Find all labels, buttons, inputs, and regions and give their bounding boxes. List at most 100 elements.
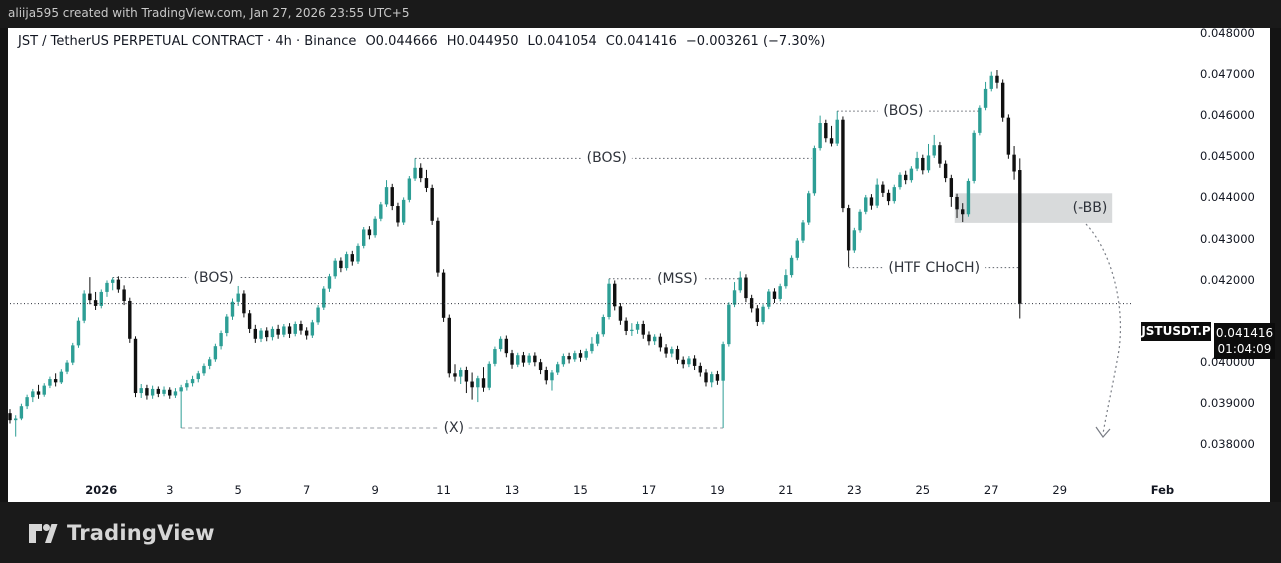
candle (658, 333, 663, 352)
candle (150, 385, 155, 399)
candle (407, 176, 412, 203)
candle (225, 314, 229, 337)
candle (767, 289, 771, 310)
candle (978, 105, 982, 136)
candle (282, 323, 286, 338)
candle (65, 360, 69, 375)
candle (122, 285, 126, 306)
candle (213, 343, 218, 362)
candle (162, 386, 166, 397)
candle (259, 328, 263, 343)
candle (704, 369, 708, 387)
candle (995, 69, 999, 89)
time-tick-label: 27 (983, 483, 999, 497)
candle (25, 394, 29, 410)
time-tick-label: 5 (234, 483, 242, 497)
time-tick-label: 25 (915, 483, 931, 497)
tradingview-logo-icon[interactable] (28, 519, 58, 547)
price-tick-label: 0.048000 (1200, 26, 1255, 40)
candle (749, 294, 754, 313)
candle (447, 314, 451, 378)
candle (710, 371, 714, 388)
candle (578, 349, 583, 362)
candle (630, 323, 634, 336)
candle (715, 370, 720, 385)
time-tick-label: 17 (641, 483, 657, 497)
breaker-block-box[interactable] (954, 193, 1113, 223)
price-tick-label: 0.039000 (1200, 395, 1255, 410)
candle (938, 141, 942, 168)
candle (110, 277, 115, 291)
annotation-label[interactable]: (HTF CHoCH) (883, 259, 986, 276)
tradingview-brand-text[interactable]: TradingView (67, 520, 215, 545)
candle (664, 344, 668, 358)
candle (316, 305, 320, 325)
candle (265, 327, 269, 342)
candle (961, 203, 965, 223)
candle (14, 415, 18, 437)
candle (453, 364, 457, 382)
candle (789, 255, 794, 278)
candle (755, 305, 760, 327)
candle (310, 319, 315, 338)
breaker-block-label: (-BB) (1072, 200, 1108, 217)
candle (898, 172, 902, 190)
projection-arrow[interactable] (1085, 223, 1122, 435)
candlestick-plot[interactable] (8, 28, 1270, 502)
annotation-label[interactable]: (BOS) (188, 269, 239, 286)
annotation-label[interactable]: (MSS) (652, 270, 703, 287)
candle (139, 383, 143, 398)
symbol-title[interactable]: JST / TetherUS PERPETUAL CONTRACT · 4h ·… (18, 34, 357, 49)
candle (852, 227, 857, 253)
candle (105, 280, 109, 297)
last-price-value: 0.041416 (1215, 325, 1274, 340)
candle (396, 202, 400, 227)
candle (983, 81, 988, 111)
candle (253, 324, 258, 343)
candle (516, 352, 520, 368)
candle (892, 184, 896, 204)
candle (738, 271, 742, 293)
ohlc-low: L0.041054 (527, 34, 597, 49)
candle (647, 331, 651, 346)
candle (247, 310, 252, 334)
price-tick-label: 0.043000 (1200, 231, 1255, 246)
candle (903, 170, 908, 185)
candle (778, 283, 782, 302)
candle (293, 321, 297, 337)
candle (207, 356, 212, 370)
candle (772, 288, 777, 304)
candle (721, 341, 725, 428)
candle (287, 323, 292, 338)
candle (613, 280, 617, 311)
candle (521, 351, 526, 367)
candle (179, 384, 183, 428)
candle (76, 317, 81, 348)
candle (168, 387, 172, 399)
annotation-label[interactable]: (BOS) (581, 150, 632, 167)
candle (812, 145, 817, 196)
candle (128, 297, 132, 343)
candle (641, 320, 645, 339)
candle (36, 384, 41, 399)
candle (504, 335, 509, 358)
annotation-label[interactable]: (BOS) (878, 103, 929, 120)
candle (93, 291, 98, 311)
price-tick-label: 0.038000 (1200, 437, 1255, 451)
candle (573, 350, 577, 362)
chart-area[interactable]: JST / TetherUS PERPETUAL CONTRACT · 4h ·… (8, 26, 1275, 502)
candle (864, 194, 868, 215)
candle (590, 337, 594, 354)
symbol-price-label-badge: JSTUSDT.P (1141, 321, 1211, 341)
candle (498, 336, 503, 352)
candle (784, 269, 788, 289)
time-tick-label: 15 (573, 483, 588, 497)
annotation-label[interactable]: (X) (438, 419, 470, 436)
candle (955, 193, 959, 218)
candle (88, 277, 92, 305)
candle (48, 376, 52, 389)
candle (339, 257, 343, 273)
candle (561, 353, 566, 367)
candle (846, 204, 851, 267)
candle (362, 226, 366, 249)
